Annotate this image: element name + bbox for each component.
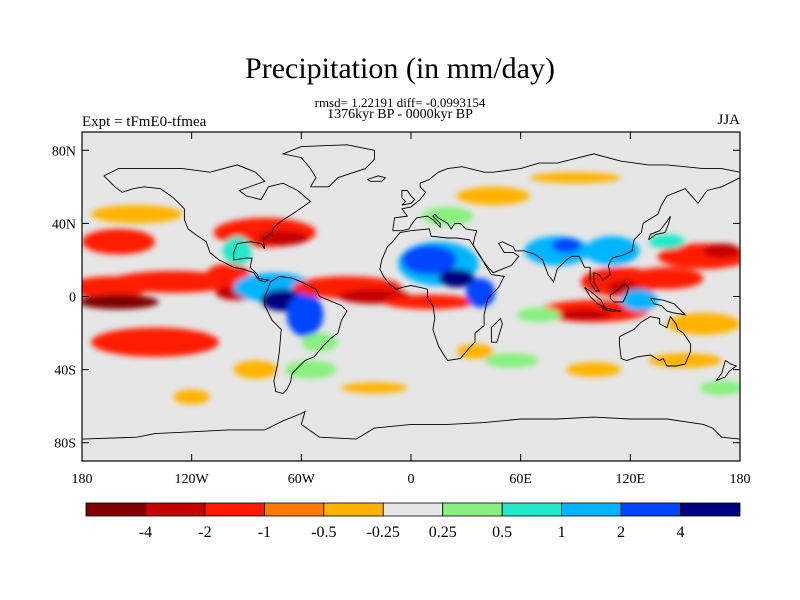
coastline-3: [392, 153, 740, 292]
anomaly-patch-32: [630, 267, 704, 290]
anomaly-patch-47: [173, 389, 210, 405]
colorbar-label: 4: [677, 524, 685, 541]
anomaly-patch-23: [465, 278, 496, 308]
colorbar-box: [263, 502, 325, 517]
colorbar-box: [382, 502, 444, 517]
coastlines: [82, 144, 740, 440]
chart-title: Precipitation (in mm/day): [245, 52, 555, 85]
coastline-6: [82, 410, 740, 440]
anomaly-patch-24: [421, 206, 474, 226]
lon-tick-label: 60E: [509, 472, 532, 487]
lat-tick-label: 0: [69, 291, 76, 306]
coastline-12: [366, 175, 387, 182]
coastline-11: [401, 190, 416, 206]
stats-line: rmsd= 1.22191 diff= -0.0993154: [314, 95, 486, 110]
colorbar-box: [323, 502, 384, 517]
longitude-axis: 180 120W 60W 0 60E 120E 180: [72, 132, 751, 487]
anomaly-patch-42: [484, 353, 539, 368]
anomaly-fields: [82, 172, 740, 405]
lat-tick-label: 40N: [52, 217, 76, 232]
lon-tick-label: 120E: [616, 472, 646, 487]
anomaly-patch-13: [286, 292, 324, 337]
colorbar-label: -1: [258, 524, 271, 541]
anomaly-patch-26: [529, 172, 622, 184]
anomaly-patch-29: [584, 236, 640, 266]
colorbar-label: -0.5: [311, 524, 336, 541]
anomaly-patch-4: [82, 294, 159, 310]
experiment-label: Expt = tFmE0-tfmea: [82, 114, 207, 130]
colorbar-box: [85, 502, 146, 517]
anomaly-patch-18: [284, 360, 337, 379]
anomaly-patch-28: [551, 238, 581, 253]
coastline-15: [714, 360, 738, 382]
anomaly-patch-46: [341, 382, 408, 394]
colorbar-label: -2: [198, 524, 211, 541]
coastline-2: [379, 228, 505, 361]
colorbar-box: [204, 502, 265, 517]
anomaly-patch-39: [666, 312, 740, 335]
anomaly-patch-36: [557, 309, 613, 321]
anomaly-patch-21: [401, 245, 457, 275]
anomaly-patch-25: [456, 186, 530, 206]
lon-tick-label: 60W: [288, 472, 316, 487]
colorbar-label: -4: [139, 524, 152, 541]
anomaly-patch-40: [648, 353, 722, 368]
lon-tick-label: 180: [72, 472, 93, 487]
lat-tick-label: 80S: [54, 437, 76, 452]
anomaly-patch-22: [438, 269, 475, 288]
lon-tick-label: 120W: [175, 472, 210, 487]
colorbar-box: [620, 502, 681, 517]
anomaly-patch-5: [91, 327, 220, 357]
coastline-9: [609, 283, 629, 303]
colorbar-label: 2: [617, 524, 625, 541]
anomaly-patch-45: [699, 380, 740, 396]
colorbar-label: -0.25: [367, 524, 400, 541]
colorbar-label: 0.5: [492, 524, 512, 541]
anomaly-patch-14: [301, 333, 338, 352]
colorbar-label: 1: [558, 524, 566, 541]
colorbar-label: 0.25: [429, 524, 457, 541]
season-label: JJA: [717, 112, 740, 128]
anomaly-patch-37: [621, 289, 658, 312]
anomaly-patch-41: [517, 307, 561, 323]
colorbar-box: [561, 502, 622, 517]
coastline-13: [648, 215, 671, 241]
anomaly-patch-6: [82, 228, 156, 255]
coastline-4: [618, 315, 692, 367]
coastline-8: [602, 307, 622, 312]
anomaly-patch-7: [91, 205, 183, 224]
anomaly-patch-10: [222, 236, 252, 266]
colorbar-box: [442, 502, 503, 517]
colorbar-box: [680, 502, 741, 517]
anomaly-patch-1: [109, 270, 238, 293]
anomaly-patch-34: [703, 243, 740, 259]
lat-tick-label: 40S: [54, 364, 76, 379]
anomaly-patch-38: [648, 234, 686, 249]
coastline-14: [490, 317, 503, 343]
colorbar: -4 -2 -1 -0.5 -0.25 0.25 0.5 1 2 4: [85, 502, 741, 541]
coastline-0: [103, 164, 312, 283]
colorbar-box: [501, 502, 563, 517]
coastline-10: [650, 297, 687, 316]
anomaly-patch-17: [383, 294, 475, 310]
coastline-5: [281, 144, 375, 188]
coastline-1: [264, 275, 348, 394]
anomaly-patch-19: [233, 360, 278, 379]
latitude-axis: 80N 40N 0 40S 80S: [52, 144, 740, 452]
lon-tick-label: 180: [730, 472, 751, 487]
period-label: 1376kyr BP - 0000kyr BP: [327, 107, 473, 122]
anomaly-patch-43: [456, 344, 494, 359]
lon-tick-label: 0: [408, 472, 415, 487]
anomaly-patch-44: [566, 362, 622, 377]
colorbar-box: [145, 502, 206, 517]
lat-tick-label: 80N: [52, 144, 76, 159]
